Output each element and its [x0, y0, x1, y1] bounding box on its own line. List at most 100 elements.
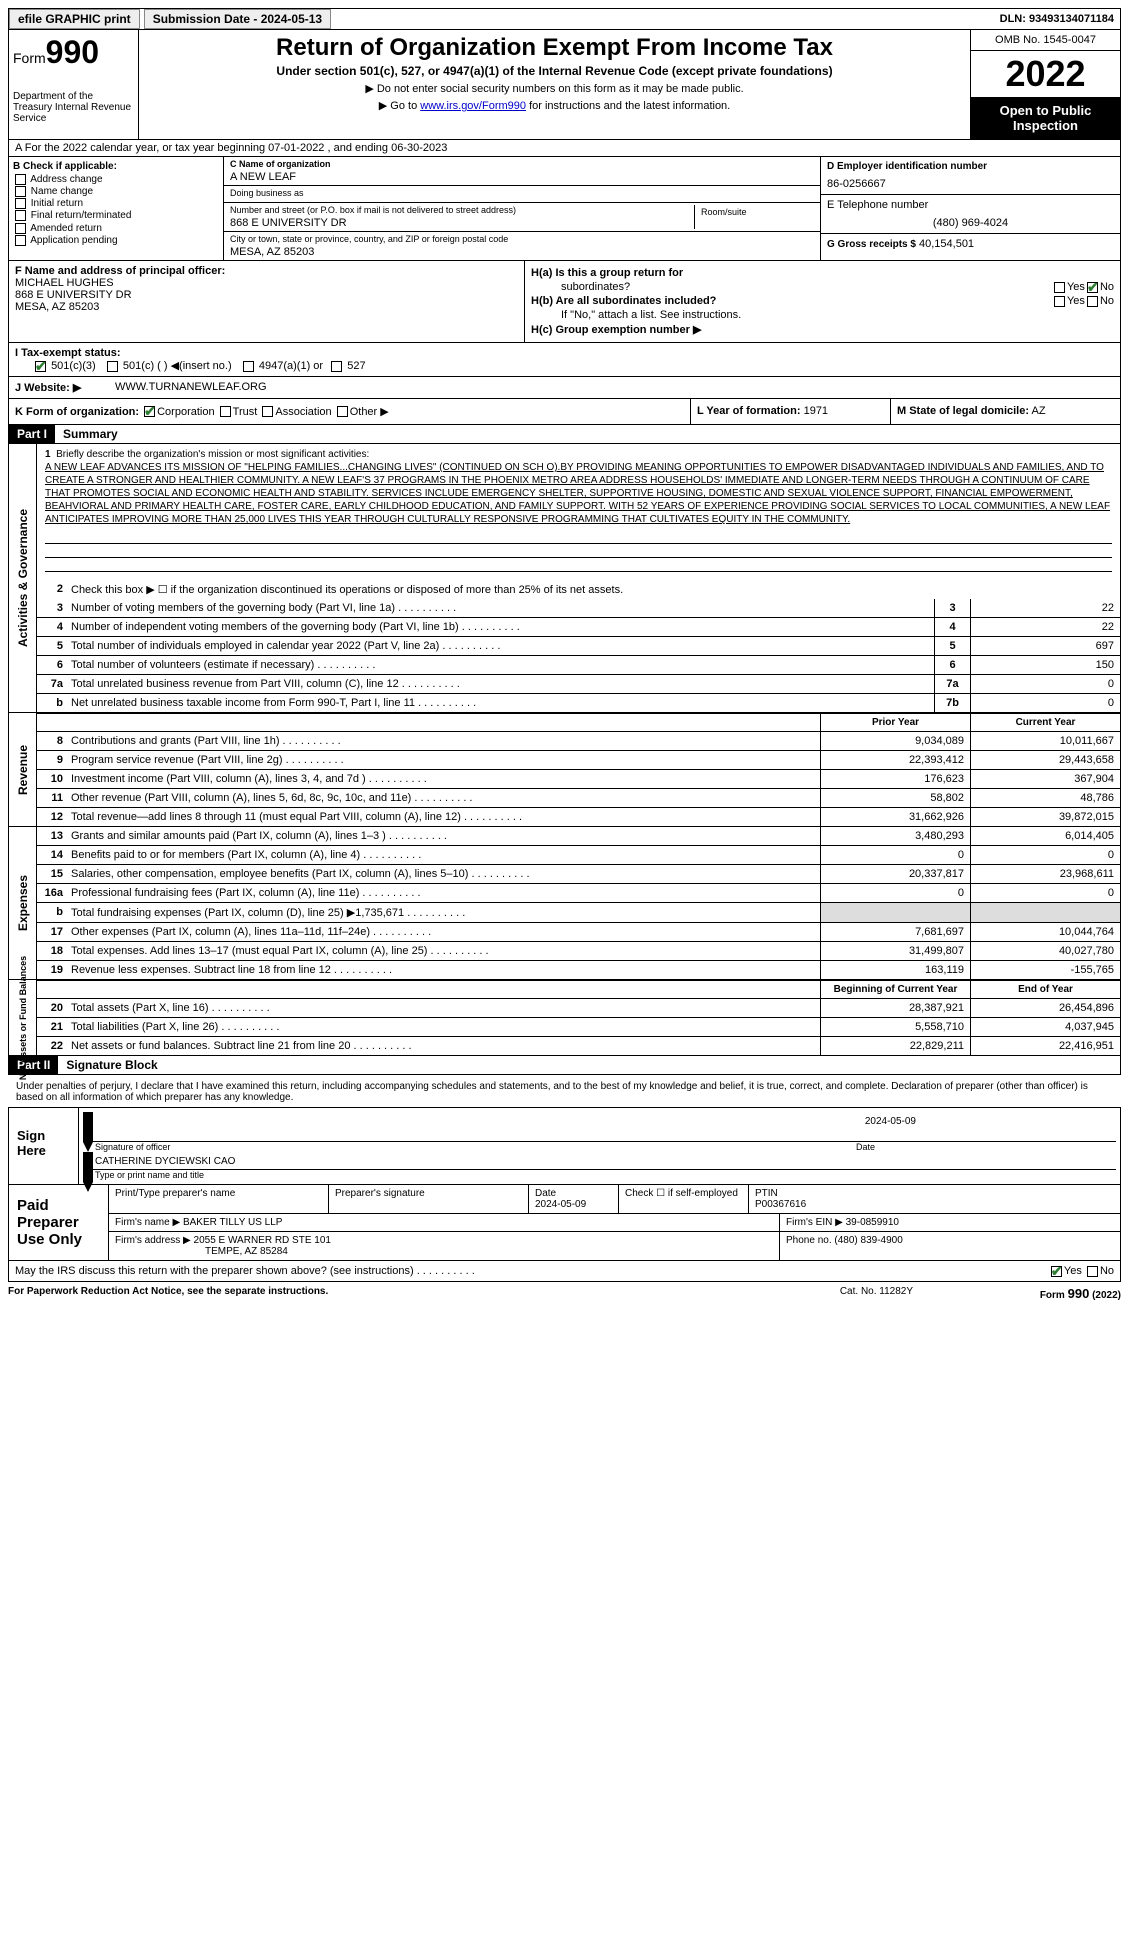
form-header: Form990 Department of the Treasury Inter…	[8, 30, 1121, 140]
group-return-yes-checkbox[interactable]	[1054, 282, 1065, 293]
sig-name-value: CATHERINE DYCIEWSKI CAO	[95, 1156, 235, 1167]
firm-addr-value: 2055 E WARNER RD STE 101	[194, 1235, 331, 1246]
table-row: 20Total assets (Part X, line 16)28,387,9…	[37, 999, 1120, 1018]
form-org-row: K Form of organization: Corporation Trus…	[8, 399, 1121, 425]
row-a-tax-year: A For the 2022 calendar year, or tax yea…	[8, 140, 1121, 157]
form-number: Form990	[13, 34, 134, 71]
final-return-checkbox[interactable]	[15, 210, 26, 221]
submission-date-label: Submission Date - 2024-05-13	[144, 9, 331, 29]
table-row: 11Other revenue (Part VIII, column (A), …	[37, 789, 1120, 808]
boy-header: Beginning of Current Year	[820, 981, 970, 998]
state-domicile: AZ	[1031, 405, 1045, 417]
hc-label: H(c) Group exemption number ▶	[531, 323, 701, 336]
527-checkbox[interactable]	[331, 361, 342, 372]
gross-receipts-value: 40,154,501	[919, 238, 974, 250]
ein-label: D Employer identification number	[827, 161, 1114, 172]
subordinates-no-checkbox[interactable]	[1087, 296, 1098, 307]
part2-title: Signature Block	[58, 1056, 165, 1074]
eoy-header: End of Year	[970, 981, 1120, 998]
firm-addr2-value: TEMPE, AZ 85284	[115, 1246, 288, 1257]
corporation-checkbox[interactable]	[144, 406, 155, 417]
table-row: 17Other expenses (Part IX, column (A), l…	[37, 923, 1120, 942]
mission-text: A NEW LEAF ADVANCES ITS MISSION OF "HELP…	[45, 462, 1110, 525]
association-checkbox[interactable]	[262, 406, 273, 417]
street-value: 868 E UNIVERSITY DR	[230, 217, 694, 229]
cat-number: Cat. No. 11282Y	[840, 1286, 1040, 1301]
name-arrow-icon	[83, 1152, 93, 1192]
table-row: 12Total revenue—add lines 8 through 11 (…	[37, 808, 1120, 826]
prior-year-header: Prior Year	[820, 714, 970, 731]
form-title: Return of Organization Exempt From Incom…	[147, 34, 962, 62]
hb-note: If "No," attach a list. See instructions…	[531, 309, 1114, 321]
irs-link[interactable]: www.irs.gov/Form990	[420, 100, 526, 112]
efile-print-button[interactable]: efile GRAPHIC print	[9, 9, 140, 29]
ptin-label: PTIN	[755, 1188, 778, 1199]
other-checkbox[interactable]	[337, 406, 348, 417]
part2-header: Part II	[9, 1056, 58, 1074]
form-footer: Form 990 (2022)	[1040, 1286, 1121, 1301]
table-row: 19Revenue less expenses. Subtract line 1…	[37, 961, 1120, 979]
gross-receipts-label: G Gross receipts $	[827, 239, 916, 250]
501c3-checkbox[interactable]	[35, 361, 46, 372]
discuss-no-checkbox[interactable]	[1087, 1266, 1098, 1277]
sign-here-block: Sign Here 2024-05-09 Signature of office…	[8, 1107, 1121, 1185]
sig-date-value: 2024-05-09	[865, 1116, 916, 1127]
firm-ein-label: Firm's EIN ▶	[786, 1217, 843, 1228]
ptin-value: P00367616	[755, 1199, 806, 1210]
application-pending-checkbox[interactable]	[15, 235, 26, 246]
table-row: 10Investment income (Part VIII, column (…	[37, 770, 1120, 789]
officer-name: MICHAEL HUGHES	[15, 277, 518, 289]
table-row: 7aTotal unrelated business revenue from …	[37, 675, 1120, 694]
city-value: MESA, AZ 85203	[230, 246, 814, 258]
current-year-header: Current Year	[970, 714, 1120, 731]
table-row: 15Salaries, other compensation, employee…	[37, 865, 1120, 884]
amended-return-checkbox[interactable]	[15, 223, 26, 234]
firm-name-label: Firm's name ▶	[115, 1217, 180, 1228]
col-b-checkboxes: B Check if applicable: Address change Na…	[9, 157, 224, 260]
firm-name-value: BAKER TILLY US LLP	[183, 1217, 283, 1228]
part1-header: Part I	[9, 425, 55, 443]
officer-addr2: MESA, AZ 85203	[15, 301, 518, 313]
initial-return-checkbox[interactable]	[15, 198, 26, 209]
paid-preparer-label: Paid Preparer Use Only	[9, 1185, 109, 1260]
prep-name-label: Print/Type preparer's name	[109, 1185, 329, 1213]
subordinates-yes-checkbox[interactable]	[1054, 296, 1065, 307]
prep-date-label: Date	[535, 1188, 556, 1199]
table-row: bTotal fundraising expenses (Part IX, co…	[37, 903, 1120, 923]
sidebar-net-assets: Net Assets or Fund Balances	[18, 955, 28, 1079]
q2-text: Check this box ▶ ☐ if the organization d…	[67, 580, 1120, 599]
prep-sig-label: Preparer's signature	[329, 1185, 529, 1213]
part1-title: Summary	[55, 425, 126, 443]
q1-label: Briefly describe the organization's miss…	[56, 449, 369, 460]
address-change-checkbox[interactable]	[15, 174, 26, 185]
4947-checkbox[interactable]	[243, 361, 254, 372]
501c-checkbox[interactable]	[107, 361, 118, 372]
discuss-yes-checkbox[interactable]	[1051, 1266, 1062, 1277]
sig-date-label: Date	[856, 1142, 1116, 1152]
trust-checkbox[interactable]	[220, 406, 231, 417]
sidebar-expenses: Expenses	[16, 875, 30, 931]
table-row: 4Number of independent voting members of…	[37, 618, 1120, 637]
public-inspection-label: Open to Public Inspection	[971, 97, 1120, 139]
tax-year: 2022	[971, 51, 1120, 97]
name-change-checkbox[interactable]	[15, 186, 26, 197]
table-row: bNet unrelated business taxable income f…	[37, 694, 1120, 712]
table-row: 6Total number of volunteers (estimate if…	[37, 656, 1120, 675]
org-name-label: C Name of organization	[230, 159, 814, 169]
table-row: 3Number of voting members of the governi…	[37, 599, 1120, 618]
officer-group-row: F Name and address of principal officer:…	[8, 261, 1121, 343]
group-return-no-checkbox[interactable]	[1087, 282, 1098, 293]
table-row: 9Program service revenue (Part VIII, lin…	[37, 751, 1120, 770]
paid-preparer-block: Paid Preparer Use Only Print/Type prepar…	[8, 1185, 1121, 1261]
table-row: 14Benefits paid to or for members (Part …	[37, 846, 1120, 865]
website-row: J Website: ▶ WWW.TURNANEWLEAF.ORG	[8, 377, 1121, 399]
omb-number: OMB No. 1545-0047	[971, 30, 1120, 51]
dln-label: DLN: 93493134071184	[1000, 13, 1120, 25]
entity-info-grid: B Check if applicable: Address change Na…	[8, 157, 1121, 261]
firm-phone-value: (480) 839-4900	[834, 1235, 902, 1246]
table-row: 16aProfessional fundraising fees (Part I…	[37, 884, 1120, 903]
form-subtitle: Under section 501(c), 527, or 4947(a)(1)…	[147, 64, 962, 78]
hb-label: H(b) Are all subordinates included?	[531, 295, 716, 307]
ha-sub-label: subordinates?	[531, 281, 1052, 293]
org-name: A NEW LEAF	[230, 171, 814, 183]
